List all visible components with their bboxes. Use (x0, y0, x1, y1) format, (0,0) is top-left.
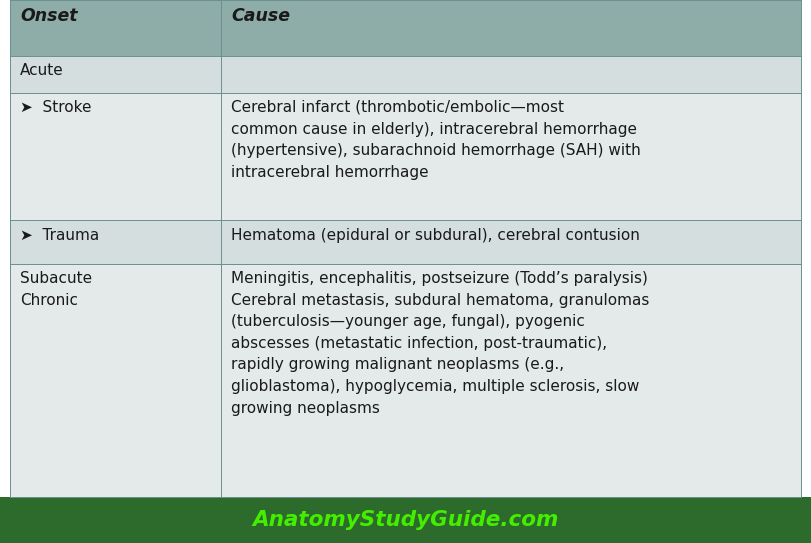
Text: AnatomyStudyGuide.com: AnatomyStudyGuide.com (252, 510, 559, 530)
Bar (0, 497, 811, 543)
Text: Acute: Acute (20, 63, 64, 78)
Bar (10, 0, 801, 56)
Text: ➤  Trauma: ➤ Trauma (20, 228, 100, 243)
Text: Subacute
Chronic: Subacute Chronic (20, 271, 92, 307)
Text: ➤  Stroke: ➤ Stroke (20, 100, 92, 115)
Text: Cerebral infarct (thrombotic/embolic—most
common cause in elderly), intracerebra: Cerebral infarct (thrombotic/embolic—mos… (231, 100, 641, 180)
Text: Onset: Onset (20, 7, 78, 25)
Bar (10, 56, 801, 93)
Bar (10, 264, 801, 497)
Text: Hematoma (epidural or subdural), cerebral contusion: Hematoma (epidural or subdural), cerebra… (231, 228, 640, 243)
Bar (10, 220, 801, 264)
Text: Cause: Cause (231, 7, 290, 25)
Text: Meningitis, encephalitis, postseizure (Todd’s paralysis)
Cerebral metastasis, su: Meningitis, encephalitis, postseizure (T… (231, 271, 650, 415)
Bar (10, 93, 801, 220)
